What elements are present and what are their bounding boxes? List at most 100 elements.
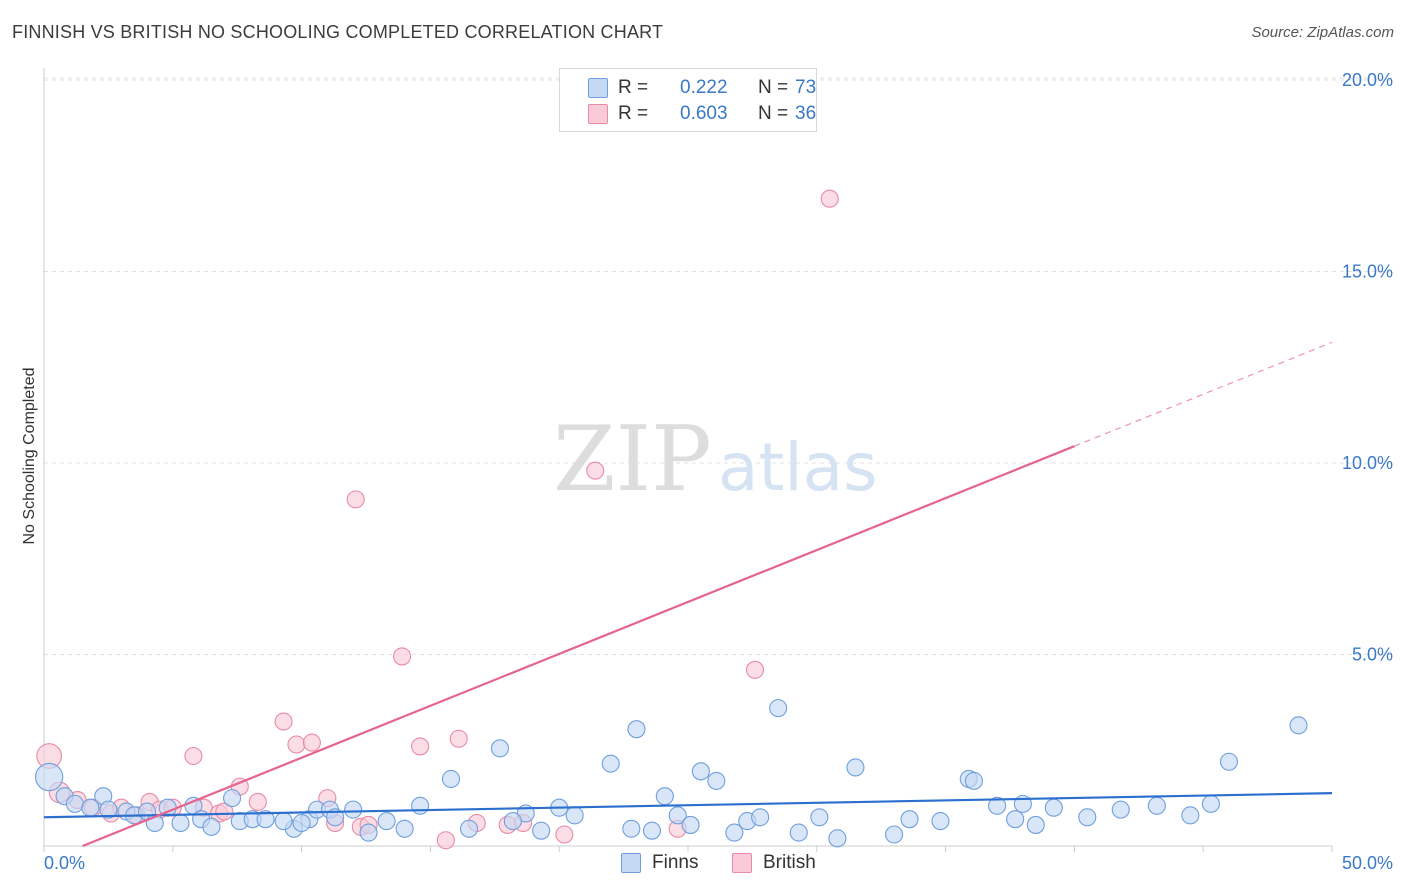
finns-point xyxy=(1201,794,1220,813)
british-point xyxy=(274,712,293,731)
british-point xyxy=(436,831,455,850)
finns-legend-label: Finns xyxy=(652,852,699,873)
finns-point xyxy=(828,829,847,848)
british-trend-line-extension xyxy=(1074,341,1333,447)
n-label: N = xyxy=(758,103,789,124)
finns-point xyxy=(171,813,190,833)
finns-point xyxy=(885,825,904,844)
finns-point xyxy=(1219,752,1239,771)
finns-point xyxy=(202,817,221,836)
r-value-british: 0.603 xyxy=(680,103,728,124)
finns-point xyxy=(725,823,744,842)
british-trend-line xyxy=(82,445,1075,848)
finns-point xyxy=(441,769,461,789)
finns-point xyxy=(326,808,345,827)
finns-point xyxy=(691,762,710,781)
british-swatch xyxy=(732,853,752,873)
finns-point xyxy=(1044,798,1063,817)
y-tick-label: 15.0% xyxy=(1342,262,1393,282)
finns-point xyxy=(707,771,726,790)
r-label: R = xyxy=(618,77,649,98)
british-legend-label: British xyxy=(763,852,816,873)
finns-point xyxy=(846,758,865,777)
n-value-british: 36 xyxy=(795,103,817,124)
y-tick-labels: 5.0% 10.0% 15.0% 20.0% xyxy=(1342,70,1393,665)
y-tick-label: 5.0% xyxy=(1352,645,1393,665)
source-attribution: Source: ZipAtlas.com xyxy=(1251,24,1394,41)
finns-point xyxy=(810,808,829,827)
finns-point xyxy=(359,823,378,842)
finns-point xyxy=(274,812,293,831)
finns-point xyxy=(1181,806,1200,825)
british-point xyxy=(287,735,306,754)
finns-point xyxy=(1078,808,1097,827)
finns-trend-line xyxy=(43,792,1333,819)
british-points xyxy=(36,189,839,850)
british-point xyxy=(393,647,412,666)
british-point xyxy=(184,746,203,766)
x-tick-marks xyxy=(43,846,1333,852)
finns-point xyxy=(292,813,311,833)
finns-point xyxy=(459,819,479,838)
x-tick-label-max: 50.0% xyxy=(1342,853,1393,873)
british-point xyxy=(555,825,574,844)
british-point xyxy=(215,802,234,821)
finns-point xyxy=(900,810,919,829)
british-point xyxy=(346,490,365,509)
finns-point xyxy=(988,796,1007,815)
watermark-atlas: atlas xyxy=(718,429,878,506)
finns-point xyxy=(789,823,808,842)
finns-point xyxy=(751,808,770,827)
watermark: ZIP atlas xyxy=(553,407,878,512)
finns-point xyxy=(1147,796,1166,815)
finns-point xyxy=(411,796,430,815)
y-axis-label: No Schooling Completed xyxy=(21,368,38,545)
finns-point xyxy=(490,739,510,758)
finns-point xyxy=(769,699,788,718)
gridlines xyxy=(44,77,1392,655)
finns-point xyxy=(565,806,584,825)
finns-point xyxy=(99,800,118,819)
chart-title: FINNISH VS BRITISH NO SCHOOLING COMPLETE… xyxy=(12,22,664,42)
finns-point xyxy=(642,821,661,840)
finns-point xyxy=(681,815,700,834)
british-point xyxy=(820,189,839,208)
finns-point xyxy=(503,812,522,831)
y-tick-label: 20.0% xyxy=(1342,70,1393,90)
watermark-zip: ZIP xyxy=(553,407,712,512)
finns-point xyxy=(964,771,983,790)
finns-point xyxy=(344,800,363,819)
finns-point xyxy=(931,812,950,831)
y-tick-label: 10.0% xyxy=(1342,453,1393,473)
n-label: N = xyxy=(758,77,789,98)
finns-swatch xyxy=(621,853,641,873)
british-point xyxy=(586,461,605,480)
finns-point xyxy=(1026,815,1045,834)
british-point xyxy=(745,660,765,679)
british-point xyxy=(248,792,267,812)
r-label: R = xyxy=(618,103,649,124)
finns-point xyxy=(601,754,620,773)
british-swatch xyxy=(588,104,608,124)
finns-point xyxy=(655,787,674,806)
finns-point xyxy=(395,819,414,838)
finns-swatch xyxy=(588,78,608,98)
x-tick-label-min: 0.0% xyxy=(44,853,85,873)
finns-point xyxy=(622,819,641,838)
r-value-finns: 0.222 xyxy=(680,77,728,98)
stats-legend: R = 0.222 N = 73 R = 0.603 N = 36 xyxy=(559,68,817,132)
finns-point xyxy=(65,794,84,813)
british-point xyxy=(411,737,430,756)
british-point xyxy=(302,733,321,752)
finns-point xyxy=(222,789,242,808)
finns-point xyxy=(532,821,551,840)
finns-point xyxy=(1289,716,1308,735)
finns-point xyxy=(1111,800,1130,819)
finns-point xyxy=(35,762,64,792)
british-point xyxy=(449,729,468,748)
n-value-finns: 73 xyxy=(795,77,817,98)
finns-point xyxy=(377,812,396,831)
trend-lines xyxy=(43,341,1333,848)
finns-point xyxy=(1006,810,1025,829)
